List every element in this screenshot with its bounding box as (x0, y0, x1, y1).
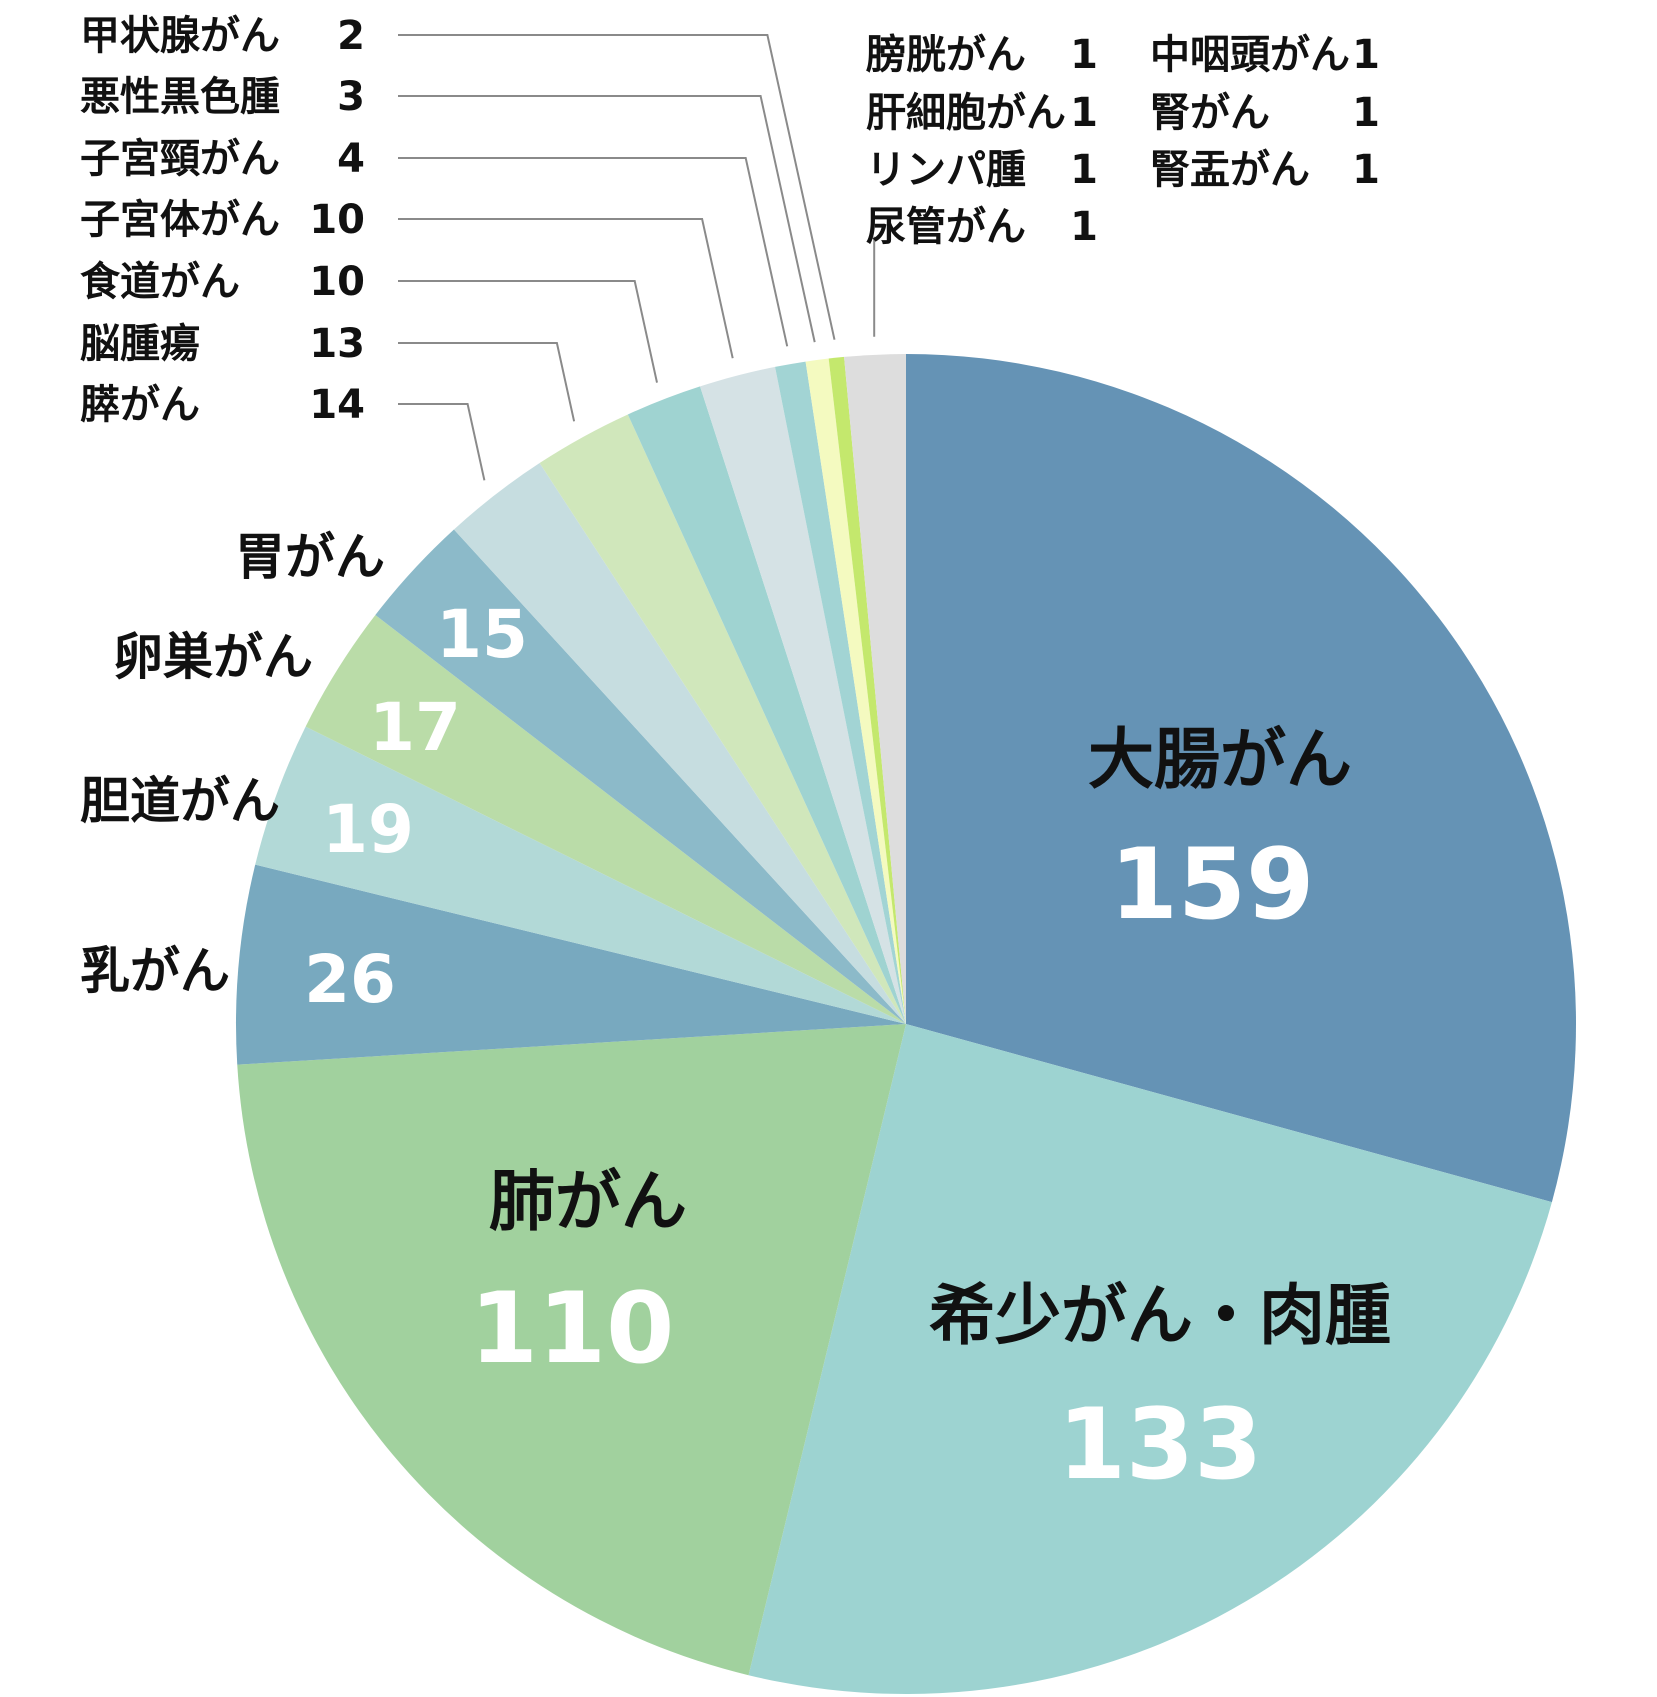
pie-slice-7 (453, 463, 906, 1024)
pie-slice-3 (236, 864, 906, 1065)
slice-value-2: 110 (470, 1272, 675, 1386)
pie-slice-10 (700, 366, 906, 1024)
other-label-2: リンパ腫 (866, 147, 1026, 193)
pie-slice-4 (255, 726, 907, 1024)
slice-value-0: 159 (1110, 828, 1315, 942)
leader-line-12 (398, 95, 816, 343)
slice-label-3: 乳がん (80, 942, 230, 1000)
slice-value-9: 10 (309, 259, 365, 305)
slice-label-5: 卵巣がん (113, 628, 313, 686)
slice-label-11: 子宮頸がん (80, 136, 280, 182)
pie-slice-11 (775, 361, 906, 1024)
slice-value-13: 2 (337, 13, 365, 59)
slice-label-1: 希少がん・肉腫 (929, 1277, 1391, 1354)
pie-slice-2 (237, 1024, 907, 1676)
pie-slice-8 (539, 414, 906, 1025)
slice-value-11: 4 (337, 136, 365, 182)
other-label-4: 中咽頭がん (1150, 32, 1350, 78)
slice-value-12: 3 (337, 74, 365, 120)
pie-slice-12 (805, 358, 906, 1025)
other-value-3: 1 (1070, 204, 1098, 250)
leader-line-8 (398, 342, 576, 422)
slice-label-4: 胆道がん (80, 772, 280, 830)
slice-value-7: 14 (309, 382, 365, 428)
slice-label-13: 甲状腺がん (80, 13, 280, 59)
other-label-1: 肝細胞がん (866, 90, 1066, 136)
other-value-4: 1 (1352, 32, 1380, 78)
slice-label-8: 脳腫瘍 (80, 321, 200, 367)
pie-slice-6 (375, 529, 907, 1024)
leader-line-7 (398, 403, 486, 481)
leader-line-10 (398, 218, 734, 359)
other-label-3: 尿管がん (866, 204, 1026, 250)
other-label-5: 腎がん (1150, 90, 1270, 136)
pie-slice-0 (906, 354, 1576, 1203)
leader-line-13 (398, 34, 836, 340)
leader-line-11 (398, 157, 789, 347)
slice-label-10: 子宮体がん (80, 197, 280, 243)
pie-slice-1 (748, 1024, 1552, 1695)
other-label-6: 腎盂がん (1150, 147, 1310, 193)
slice-label-9: 食道がん (80, 259, 240, 305)
slice-label-7: 膵がん (80, 382, 200, 428)
other-label-0: 膀胱がん (866, 32, 1026, 78)
slice-label-0: 大腸がん (1088, 721, 1352, 798)
slice-label-2: 肺がん (489, 1163, 687, 1240)
pie-slice-13 (828, 356, 906, 1024)
slice-value-1: 133 (1058, 1388, 1263, 1502)
leader-line-9 (398, 280, 658, 383)
slice-value-6: 15 (436, 596, 528, 673)
slice-value-10: 10 (309, 197, 365, 243)
pie-slice-5 (305, 614, 906, 1024)
other-value-5: 1 (1352, 90, 1380, 136)
pie-slice-14 (844, 354, 906, 1024)
slice-value-5: 17 (369, 689, 461, 766)
other-value-1: 1 (1070, 90, 1098, 136)
other-value-6: 1 (1352, 147, 1380, 193)
slice-value-8: 13 (309, 321, 365, 367)
slice-value-4: 19 (322, 791, 414, 868)
slice-label-12: 悪性黒色腫 (80, 74, 280, 120)
slice-label-6: 胃がん (235, 528, 385, 586)
slice-value-3: 26 (304, 941, 396, 1018)
other-value-2: 1 (1070, 147, 1098, 193)
pie-slice-9 (627, 386, 906, 1024)
other-value-0: 1 (1070, 32, 1098, 78)
